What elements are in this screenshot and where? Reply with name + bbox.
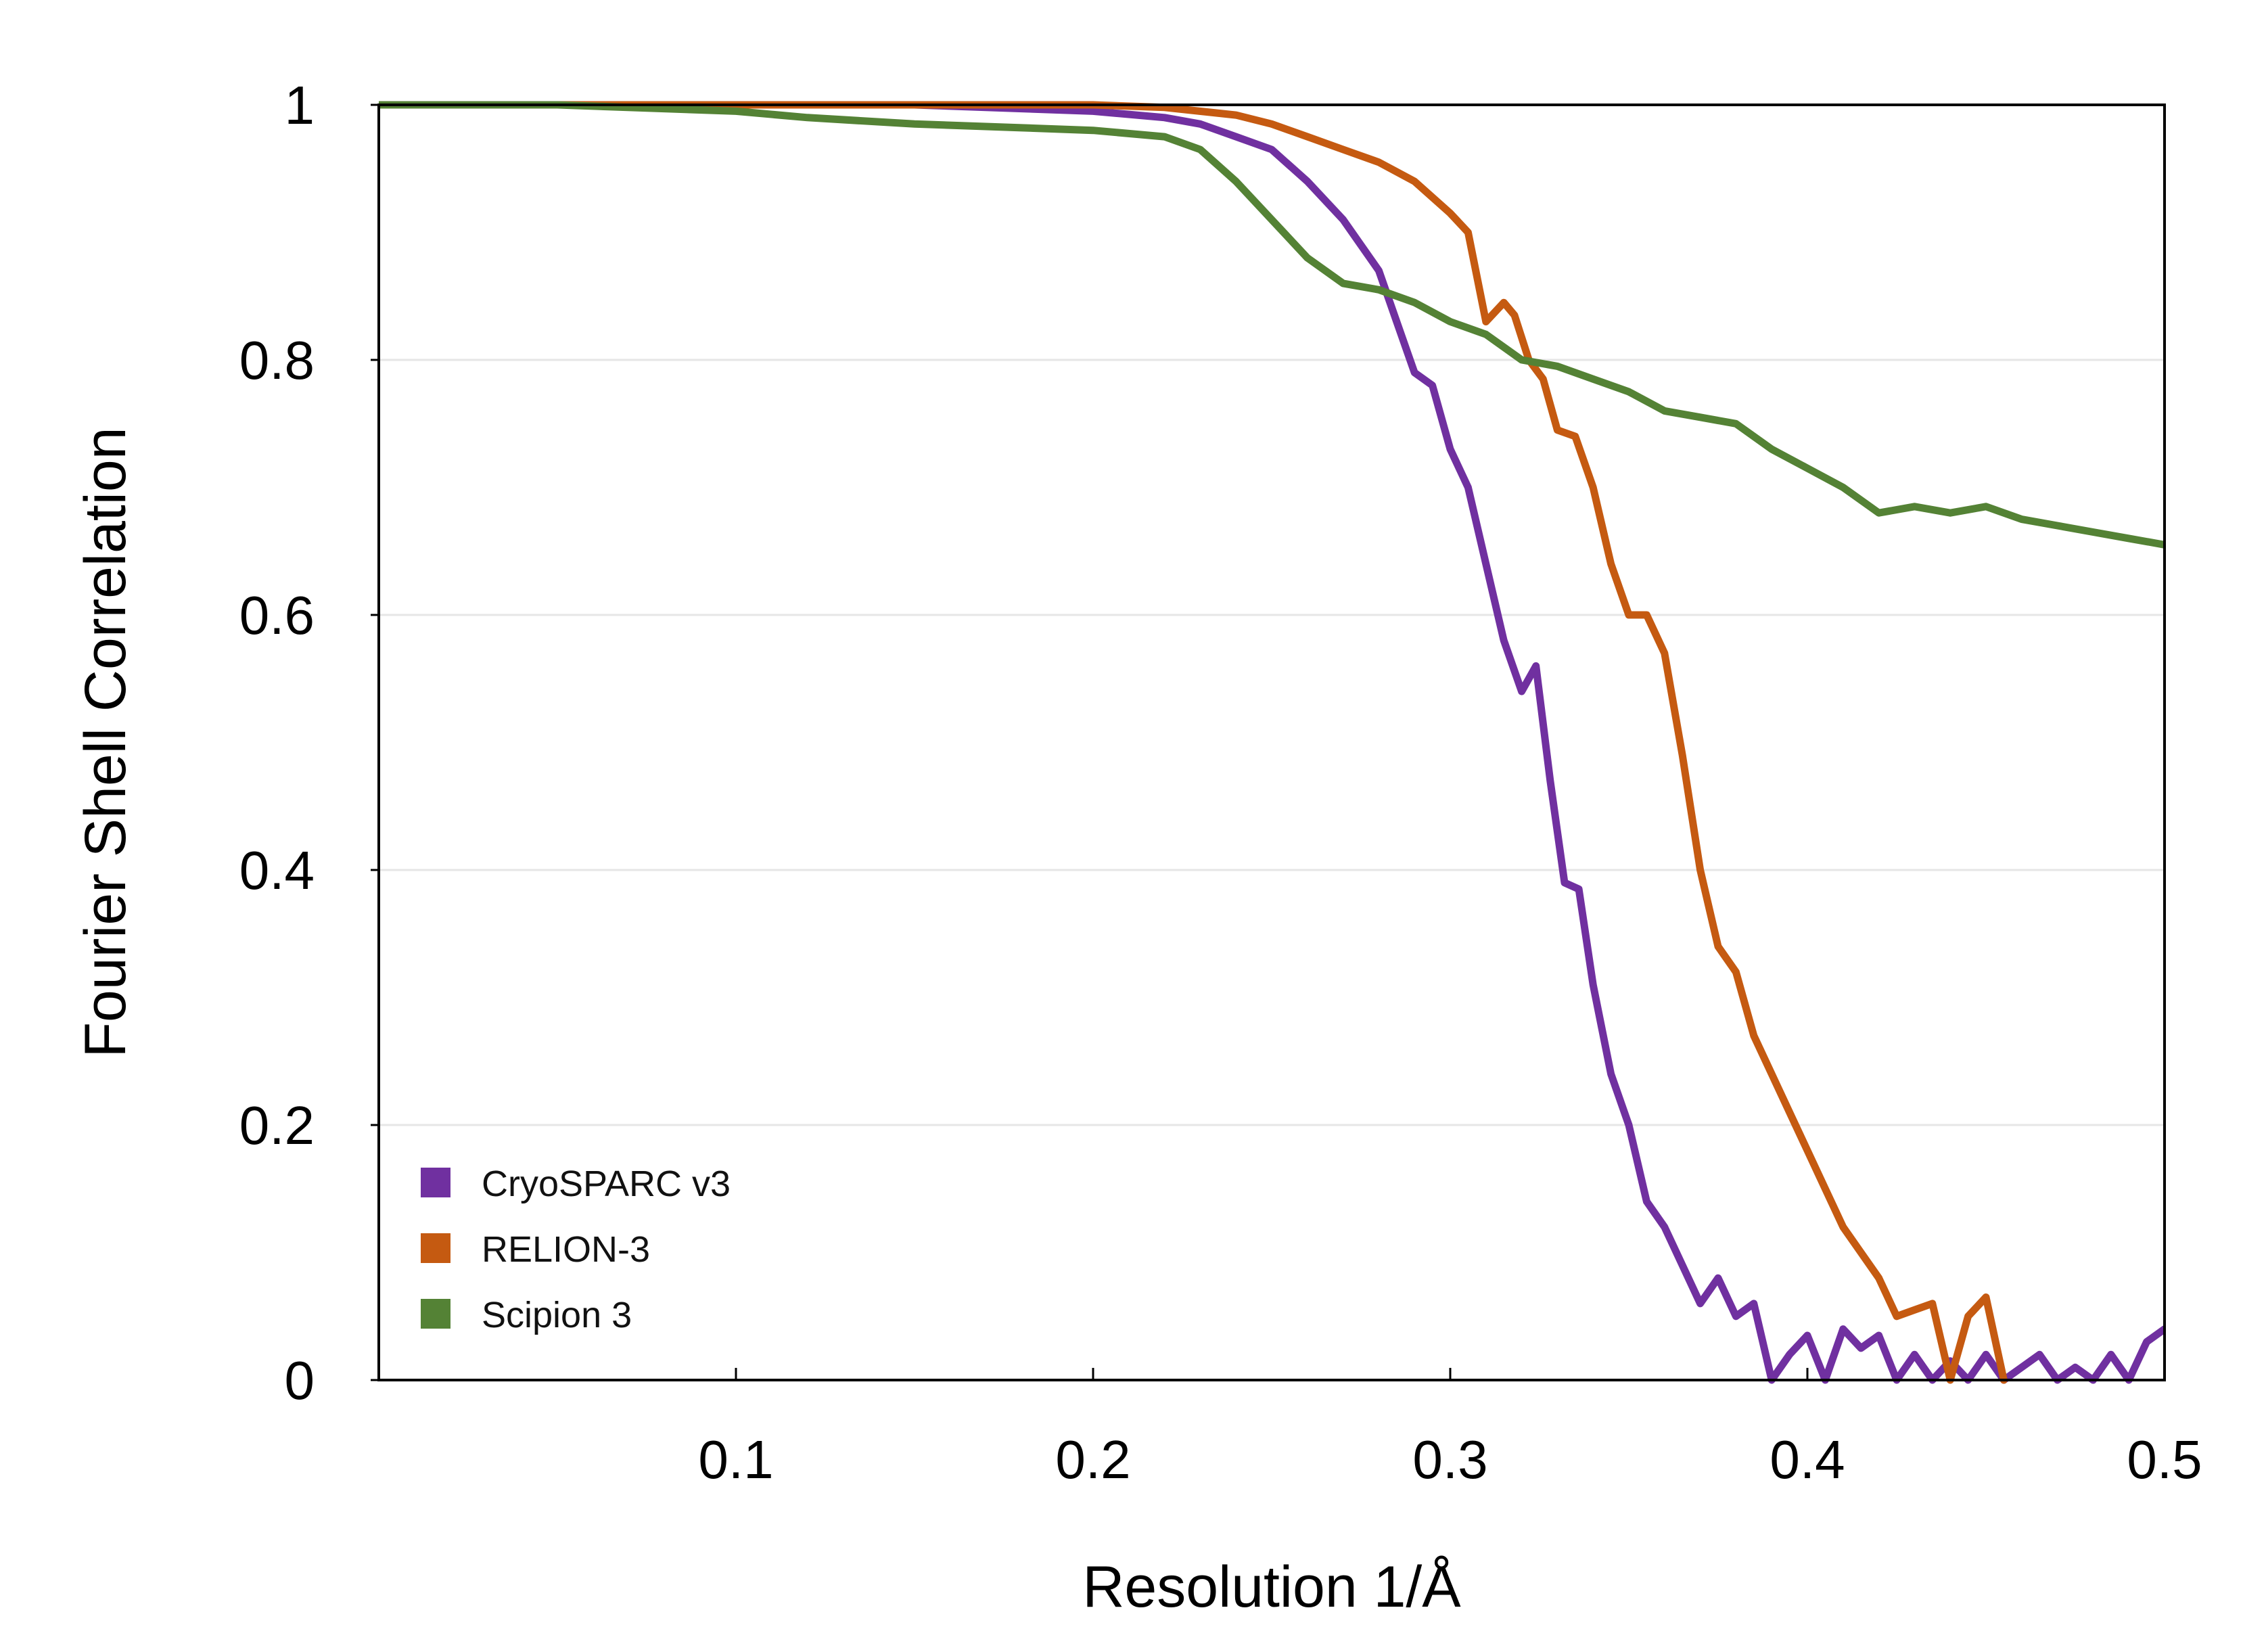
y-tick-label: 0.4 — [239, 840, 315, 900]
x-tick-label: 0.4 — [1770, 1429, 1845, 1490]
series-group — [379, 101, 2165, 1384]
y-tick-label: 0.2 — [239, 1095, 315, 1155]
y-tick-label: 0.6 — [239, 585, 315, 645]
legend-label: RELION-3 — [482, 1229, 650, 1270]
y-tick-label: 0.8 — [239, 330, 315, 390]
legend-label: Scipion 3 — [482, 1295, 632, 1335]
plot-frame — [377, 104, 2166, 1381]
y-tick-label: 0 — [285, 1350, 315, 1410]
legend-swatch — [421, 1233, 450, 1263]
x-tick-label: 0.1 — [698, 1429, 773, 1490]
legend-swatch — [421, 1168, 450, 1197]
y-tick-label: 1 — [285, 75, 315, 135]
x-axis-title: Resolution 1/Å — [1082, 1555, 1461, 1620]
y-axis: 0 0.2 0.4 0.6 0.8 1 — [239, 75, 379, 1410]
legend-label: CryoSPARC v3 — [482, 1164, 731, 1204]
x-tick-label: 0.2 — [1055, 1429, 1130, 1490]
gridlines — [379, 359, 2165, 1126]
x-tick-label: 0.3 — [1412, 1429, 1487, 1490]
y-axis-title: Fourier Shell Correlation — [73, 427, 138, 1057]
series-line-cryosparc-v3 — [379, 101, 2165, 1384]
legend: CryoSPARC v3 RELION-3 Scipion 3 — [421, 1164, 731, 1335]
x-tick-label: 0.5 — [2127, 1429, 2202, 1490]
x-axis: 0.1 0.2 0.3 0.4 0.5 — [698, 1368, 2202, 1490]
legend-swatch — [421, 1299, 450, 1329]
series-layer — [379, 101, 2165, 1384]
series-line-scipion-3 — [379, 101, 2165, 549]
series-line-relion-3 — [379, 101, 2008, 1384]
